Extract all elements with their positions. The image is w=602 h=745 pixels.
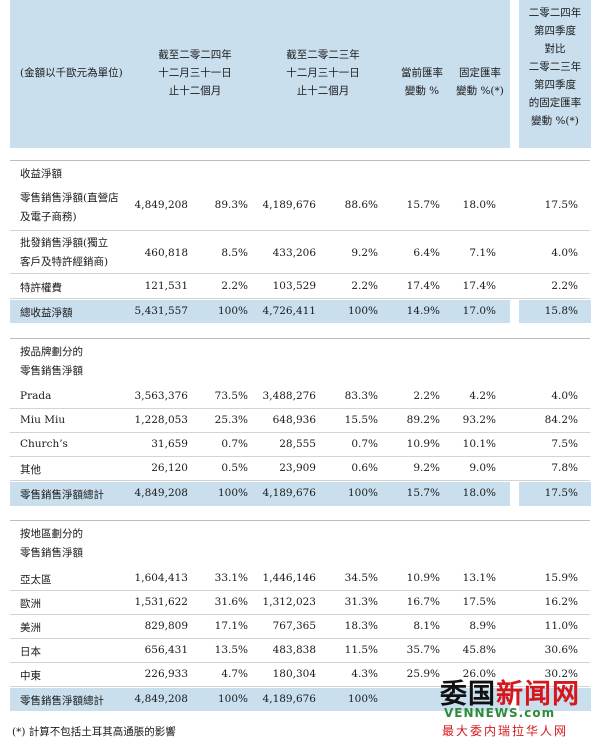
table-header-band: [10, 0, 510, 148]
table-row: Miu Miu 1,228,053 25.3% 648,936 15.5% 89…: [0, 410, 602, 433]
table-row: 零售銷售淨額(直營店 及電子商務) 4,849,208 89.3% 4,189,…: [0, 186, 602, 231]
total-row: 總收益淨額 5,431,557 100% 4,726,411 100% 14.9…: [0, 300, 602, 323]
header-separator: [510, 0, 519, 148]
section-divider: [10, 520, 590, 521]
column-header-2023: 截至二零二三年 十二月三十一日 止十二個月: [286, 49, 360, 97]
column-header-q4: 二零二四年 第四季度 對比 二零二三年 第四季度 的固定匯率 變動 %(*): [528, 7, 582, 127]
watermark-title: 委国新闻网: [440, 679, 580, 710]
watermark-domain: VENNEWS.com: [444, 706, 556, 720]
watermark-caption: 最大委内瑞拉华人网: [442, 724, 569, 738]
table-row: 批發銷售淨額(獨立 客戶及特許經銷商) 460,818 8.5% 433,206…: [0, 232, 602, 274]
column-header-reported-fx: 當前匯率 變動 %: [401, 67, 443, 97]
unit-label: (金額以千歐元為單位): [20, 67, 123, 79]
total-row: 零售銷售淨額總計 4,849,208 100% 4,189,676 100% 1…: [0, 482, 602, 506]
table-row: Prada 3,563,376 73.5% 3,488,276 83.3% 2.…: [0, 386, 602, 409]
section-divider: [10, 160, 590, 161]
table-row: 美洲 829,809 17.1% 767,365 18.3% 8.1% 8.9%…: [0, 616, 602, 639]
table-row: 特許權費 121,531 2.2% 103,529 2.2% 17.4% 17.…: [0, 275, 602, 299]
table-header-band-q4: [519, 0, 591, 148]
table-row: 其他 26,120 0.5% 23,909 0.6% 9.2% 9.0% 7.8…: [0, 458, 602, 481]
section-divider: [10, 338, 590, 339]
table-row: 歐洲 1,531,622 31.6% 1,312,023 31.3% 16.7%…: [0, 592, 602, 615]
section-title-by-region: 按地區劃分的 零售銷售淨額: [20, 528, 83, 559]
section-title-by-brand: 按品牌劃分的 零售銷售淨額: [20, 346, 83, 377]
watermark-logo: 委国新闻网 VENNEWS.com 最大委内瑞拉华人网: [440, 672, 600, 742]
footnote: (*) 計算不包括土耳其高通脹的影響: [12, 726, 176, 738]
column-header-constant-fx: 固定匯率 變動 %(*): [456, 67, 504, 97]
section-title-revenues: 收益淨額: [20, 168, 62, 180]
table-row: 中東 226,933 4.7% 180,304 4.3% 25.9% 26.0%…: [0, 664, 602, 687]
total-row: 零售銷售淨額總計 4,849,208 100% 4,189,676 100%: [0, 688, 602, 711]
table-row: 日本 656,431 13.5% 483,838 11.5% 35.7% 45.…: [0, 640, 602, 663]
column-header-2024: 截至二零二四年 十二月三十一日 止十二個月: [158, 49, 232, 97]
table-row: 亞太區 1,604,413 33.1% 1,446,146 34.5% 10.9…: [0, 568, 602, 591]
table-row: Church’s 31,659 0.7% 28,555 0.7% 10.9% 1…: [0, 434, 602, 457]
